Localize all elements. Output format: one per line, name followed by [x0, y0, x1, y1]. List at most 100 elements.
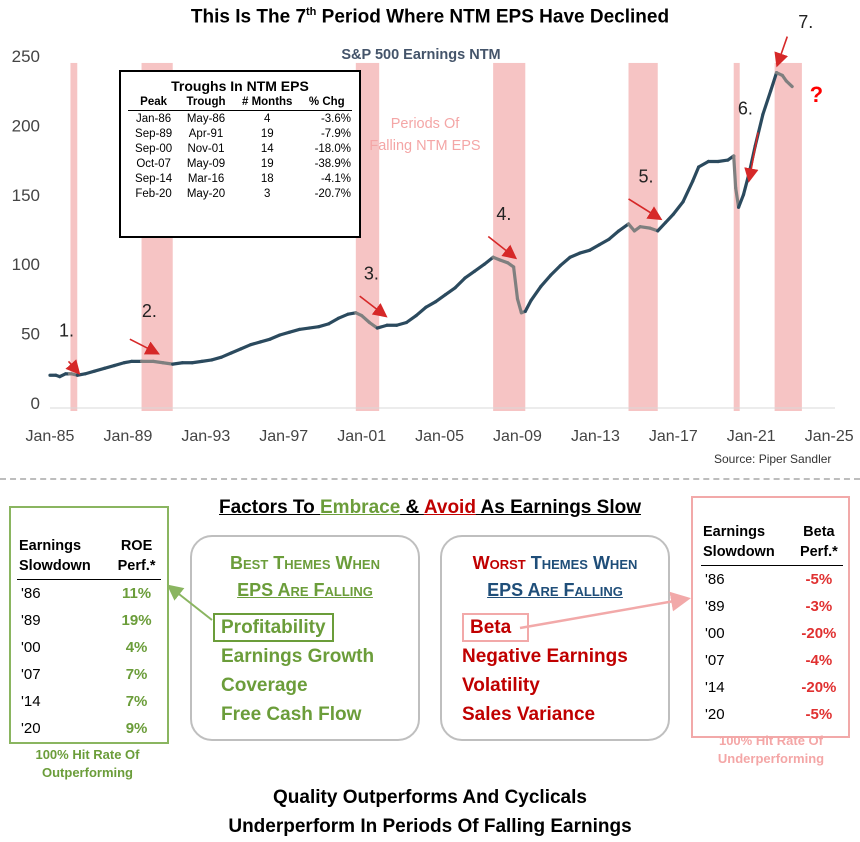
roe-hit-rate: 100% Hit Rate Of Outperforming — [35, 747, 140, 780]
source-note: Source: Piper Sandler — [714, 452, 832, 466]
perf-value: 9% — [125, 720, 148, 737]
eps-segment — [578, 248, 592, 255]
troughs-cell: May-09 — [186, 158, 226, 170]
x-tick-label: Jan-21 — [727, 428, 776, 445]
y-tick-label: 250 — [12, 47, 40, 66]
best-themes-item: Free Cash Flow — [221, 704, 362, 725]
chart-axes: 0 50 100 150 200 250 Jan-85 Jan-89 Jan-93 Jan-97 J… — [12, 47, 854, 445]
troughs-header-cell: % Chg — [301, 96, 352, 111]
year-label: '07 — [705, 652, 725, 669]
eps-segment — [732, 154, 738, 190]
eps-segment — [395, 320, 409, 327]
perf-value: -20% — [801, 625, 837, 642]
troughs-cell: -4.1% — [320, 173, 351, 185]
eps-segment — [568, 251, 582, 259]
x-tick-label: Jan-09 — [493, 428, 542, 445]
best-themes-title: Best Themes When EPS Are Falling — [230, 553, 380, 600]
troughs-cell: Sep-14 — [135, 173, 173, 185]
eps-segment — [93, 366, 107, 373]
eps-segment — [736, 193, 746, 209]
troughs-cell: 19 — [260, 128, 274, 140]
y-tick-label: 0 — [31, 394, 40, 413]
factors-title: Factors To Embrace & Avoid As Earnings S… — [219, 497, 641, 518]
perf-value: -5% — [805, 706, 833, 723]
troughs-row: Sep-00 Nov-01 14 -18.0% — [128, 141, 352, 156]
shade-period-6 — [733, 62, 740, 411]
troughs-cell: Sep-00 — [135, 143, 173, 155]
eps-segment — [404, 313, 418, 325]
eps-segment — [424, 300, 438, 309]
year-label: '20 — [21, 720, 41, 737]
eps-segment — [443, 286, 457, 297]
troughs-cell: 18 — [260, 173, 274, 185]
troughs-cell: Apr-91 — [188, 128, 224, 140]
period-marker-arrow-4 — [487, 235, 518, 260]
year-label: '00 — [21, 639, 41, 656]
period-marker-label-7: 7. — [798, 12, 813, 32]
eps-segment — [697, 159, 710, 169]
troughs-cell: 14 — [260, 143, 274, 155]
perf-value: -3% — [805, 598, 833, 615]
troughs-cell: -3.6% — [320, 113, 351, 125]
eps-segment — [287, 327, 301, 334]
shade-label-line1: Periods Of — [391, 116, 460, 132]
troughs-header-cell: # Months — [232, 96, 302, 111]
eps-segment — [258, 337, 272, 344]
eps-segment — [587, 243, 601, 252]
eps-segment — [617, 222, 631, 233]
perf-value: 19% — [121, 612, 152, 629]
eps-segment — [769, 71, 779, 93]
perf-value: -20% — [801, 679, 837, 696]
eps-segment — [671, 200, 685, 216]
worst-themes-title: Worst Themes When EPS Are Falling — [472, 553, 638, 600]
eps-segment — [375, 323, 389, 330]
eps-segment — [607, 229, 621, 241]
period-marker-label-2: 2. — [142, 301, 157, 321]
worst-themes-item: Negative Earnings — [462, 646, 628, 667]
eps-segment — [297, 326, 311, 332]
eps-segment — [307, 325, 321, 330]
eps-segment — [741, 170, 751, 197]
eps-segment — [317, 322, 331, 329]
eps-segment — [112, 361, 126, 368]
troughs-cell: 3 — [264, 188, 271, 200]
troughs-cell: May-20 — [186, 188, 226, 200]
eps-segment — [229, 347, 243, 355]
year-label: '14 — [705, 679, 725, 696]
troughs-cell: May-86 — [186, 113, 226, 125]
year-label: '89 — [705, 598, 725, 615]
beta-table-row: '89 -3% — [701, 593, 843, 620]
year-label: '14 — [21, 693, 41, 710]
best-themes-item: Coverage — [221, 675, 308, 696]
worst-themes-box: Worst Themes When EPS Are Falling Beta Ne… — [440, 535, 670, 741]
beta-table-row: '20 -5% — [701, 701, 843, 728]
troughs-header-cell: Trough — [179, 96, 233, 111]
eps-segment — [482, 255, 495, 266]
year-label: '00 — [705, 625, 725, 642]
eps-segment — [663, 212, 675, 225]
chart-title: This Is The 7th Period Where NTM EPS Hav… — [190, 6, 670, 28]
troughs-cell: Oct-07 — [136, 158, 171, 170]
troughs-cell: -20.7% — [314, 188, 351, 200]
best-themes-list: Profitability Earnings Growth Coverage Free… — [213, 613, 374, 729]
period-marker-arrow-7 — [774, 36, 789, 68]
series-label: S&P 500 Earnings NTM — [341, 47, 500, 63]
green-connector-arrow — [166, 584, 213, 621]
y-tick-label: 50 — [21, 325, 40, 344]
troughs-row: Feb-20 May-20 3 -20.7% — [128, 186, 352, 201]
period-markers: 1. 2. 3. 4. 5. 6. 7. — [59, 12, 813, 375]
roe-performance-box: Earnings ROE Slowdown Perf.* '86 11% '89 19% '… — [9, 506, 169, 744]
roe-table-row: '89 19% — [17, 607, 161, 634]
troughs-cell: -7.9% — [320, 128, 351, 140]
y-tick-label: 150 — [12, 186, 40, 205]
eps-segment — [549, 263, 562, 277]
eps-segment — [734, 186, 741, 209]
section-divider — [0, 478, 860, 480]
x-tick-label: Jan-05 — [415, 428, 464, 445]
red-connector-arrow — [519, 591, 691, 630]
roe-table-row: '14 7% — [17, 688, 161, 715]
eps-segment — [161, 361, 175, 366]
period-marker-arrow-2 — [129, 338, 160, 355]
eps-segment — [219, 351, 233, 359]
beta-performance-box: Earnings Beta Slowdown Perf.* '86 -5% '89 -3%… — [691, 496, 850, 738]
